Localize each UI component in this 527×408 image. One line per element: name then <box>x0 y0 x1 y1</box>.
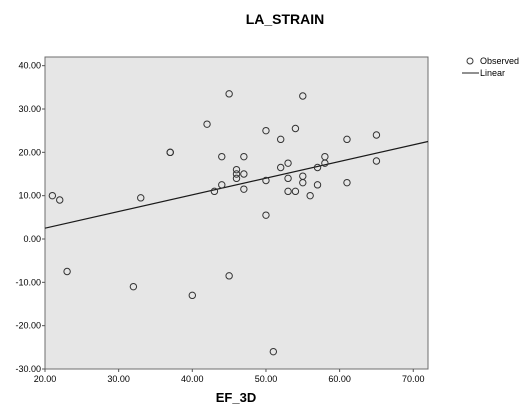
data-point <box>284 174 292 183</box>
data-point <box>232 170 241 178</box>
data-point <box>262 176 270 185</box>
data-point <box>240 170 248 178</box>
data-point <box>291 187 300 196</box>
data-point <box>284 187 292 196</box>
data-point <box>56 196 64 204</box>
data-point <box>306 191 314 200</box>
y-tick-label: 20.00 <box>18 147 41 157</box>
legend-linear-label: Linear <box>480 68 505 78</box>
y-tick-label: 40.00 <box>18 61 41 71</box>
data-point <box>269 347 278 356</box>
regression-line <box>44 140 429 229</box>
legend-observed-label: Observed <box>480 56 519 66</box>
chart-title: LA_STRAIN <box>246 11 325 27</box>
data-point <box>262 126 270 135</box>
data-point <box>240 152 248 161</box>
y-tick-label: 0.00 <box>23 234 41 244</box>
x-tick-label: 40.00 <box>181 374 204 384</box>
x-tick-label: 20.00 <box>34 374 57 384</box>
data-point <box>291 124 300 133</box>
regression-line-group <box>44 140 429 229</box>
x-axis-label: EF_3D <box>216 390 256 405</box>
y-tick-label: 30.00 <box>18 104 41 114</box>
y-tick-label: -10.00 <box>15 277 41 287</box>
plot-area <box>44 56 429 370</box>
data-point <box>218 152 226 161</box>
data-point <box>299 178 307 187</box>
x-tick-label: 60.00 <box>328 374 351 384</box>
data-point <box>225 90 233 98</box>
data-point <box>240 185 248 193</box>
data-point <box>343 178 351 187</box>
data-point <box>284 159 292 167</box>
x-tick-label: 50.00 <box>255 374 278 384</box>
axis-ticks: -30.00 -20.00 -10.00 0.00 10.00 20.00 30.00 40.… <box>15 61 424 384</box>
data-point <box>313 181 322 189</box>
data-point <box>276 135 285 144</box>
x-tick-label: 70.00 <box>402 374 425 384</box>
legend: Observed Linear <box>462 56 519 78</box>
data-point <box>129 282 138 291</box>
data-point <box>188 291 197 300</box>
data-point <box>232 165 241 174</box>
data-point <box>372 131 381 139</box>
data-point <box>299 92 307 100</box>
data-point <box>372 157 381 165</box>
data-point <box>63 267 71 276</box>
data-point <box>343 135 351 144</box>
data-point <box>262 211 270 219</box>
data-point <box>321 152 329 161</box>
data-point <box>137 194 145 202</box>
data-point <box>225 272 233 280</box>
x-tick-label: 30.00 <box>107 374 130 384</box>
data-point <box>218 181 226 189</box>
y-tick-label: 10.00 <box>18 191 41 201</box>
data-point <box>232 174 241 183</box>
y-tick-label: -30.00 <box>15 364 41 374</box>
data-point <box>203 120 211 128</box>
data-point <box>166 148 174 157</box>
data-point <box>276 163 285 172</box>
y-tick-label: -20.00 <box>15 321 41 331</box>
data-points <box>48 90 381 356</box>
data-point <box>48 191 57 200</box>
data-point <box>313 163 322 172</box>
legend-observed-marker <box>466 57 474 65</box>
data-point <box>210 187 219 196</box>
